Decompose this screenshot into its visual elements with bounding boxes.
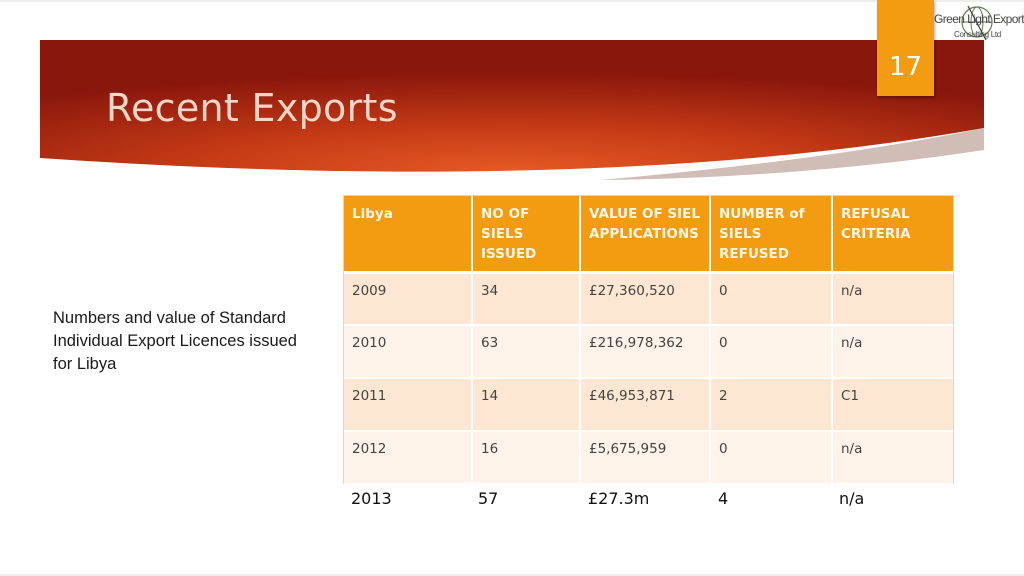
globe-icon — [961, 5, 993, 41]
cell-siels-refused: 0 — [710, 272, 833, 326]
cell-siels-issued: 57 — [478, 489, 499, 508]
cell-refusal-criteria: n/a — [839, 489, 865, 508]
table-row: 2012 16 £5,675,959 0 n/a — [344, 431, 953, 485]
company-logo: Green Light Exports Consulting Ltd — [930, 0, 1024, 48]
cell-siel-value: £216,978,362 — [580, 325, 711, 379]
logo-text-name: Green Light Exports — [934, 12, 1024, 26]
cell-siels-issued: 34 — [472, 272, 581, 326]
cell-siels-issued: 16 — [472, 431, 581, 485]
cell-siels-refused: 0 — [710, 431, 833, 485]
table-row: 2010 63 £216,978,362 0 n/a — [344, 325, 953, 379]
page-number-tab: 17 — [877, 0, 934, 96]
header-siels-issued: NO OF SIELS ISSUED — [472, 196, 581, 274]
exports-table: Libya NO OF SIELS ISSUED VALUE OF SIEL A… — [343, 195, 954, 485]
cell-siel-value: £27.3m — [588, 489, 650, 508]
cell-siels-issued: 63 — [472, 325, 581, 379]
table-row: 2009 34 £27,360,520 0 n/a — [344, 272, 953, 326]
top-border — [0, 0, 1024, 2]
bottom-border — [0, 574, 1024, 576]
title-banner — [40, 40, 984, 180]
header-refusal-criteria: REFUSAL CRITERIA — [832, 196, 953, 274]
header-country: Libya — [344, 196, 473, 274]
cell-siels-refused: 2 — [710, 378, 833, 432]
cell-refusal-criteria: n/a — [832, 325, 953, 379]
header-siels-refused: NUMBER of SIELS REFUSED — [710, 196, 833, 274]
cell-siel-value: £27,360,520 — [580, 272, 711, 326]
page-number: 17 — [888, 52, 923, 82]
cell-siel-value: £5,675,959 — [580, 431, 711, 485]
cell-year: 2009 — [344, 272, 473, 326]
table-header-row: Libya NO OF SIELS ISSUED VALUE OF SIEL A… — [344, 196, 953, 274]
cell-year: 2013 — [351, 489, 392, 508]
cell-siel-value: £46,953,871 — [580, 378, 711, 432]
cell-siels-refused: 4 — [718, 489, 729, 508]
cell-year: 2011 — [344, 378, 473, 432]
cell-refusal-criteria: n/a — [832, 431, 953, 485]
row-2013: 2013 57 £27.3m 4 n/a — [0, 489, 1024, 513]
cell-refusal-criteria: C1 — [832, 378, 953, 432]
cell-siels-issued: 14 — [472, 378, 581, 432]
slide-title: Recent Exports — [106, 86, 398, 130]
cell-year: 2012 — [344, 431, 473, 485]
cell-refusal-criteria: n/a — [832, 272, 953, 326]
header-siel-value: VALUE OF SIEL APPLICATIONS — [580, 196, 711, 274]
logo-text-subtitle: Consulting Ltd — [954, 30, 1001, 39]
table-caption: Numbers and value of Standard Individual… — [53, 309, 297, 373]
table-row: 2011 14 £46,953,871 2 C1 — [344, 378, 953, 432]
cell-siels-refused: 0 — [710, 325, 833, 379]
cell-year: 2010 — [344, 325, 473, 379]
